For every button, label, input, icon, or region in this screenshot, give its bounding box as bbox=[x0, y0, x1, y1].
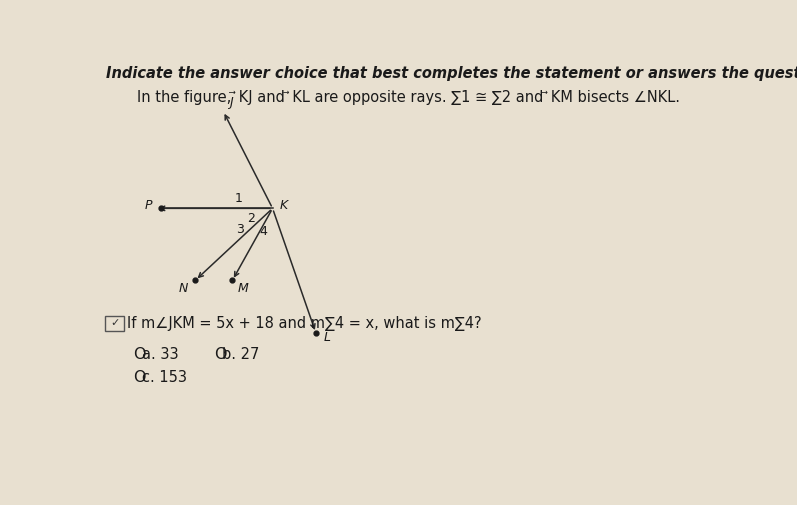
Text: Indicate the answer choice that best completes the statement or answers the ques: Indicate the answer choice that best com… bbox=[106, 67, 797, 81]
Text: b. 27: b. 27 bbox=[222, 346, 259, 362]
Text: 4: 4 bbox=[259, 225, 267, 238]
Text: P: P bbox=[144, 199, 152, 212]
Text: 1: 1 bbox=[234, 192, 242, 205]
Text: N: N bbox=[179, 282, 188, 295]
Text: ✓: ✓ bbox=[110, 319, 120, 328]
FancyBboxPatch shape bbox=[105, 316, 124, 331]
Text: M: M bbox=[238, 282, 248, 295]
Text: 3: 3 bbox=[237, 223, 245, 236]
Text: J: J bbox=[230, 96, 233, 109]
Text: O: O bbox=[134, 370, 146, 385]
Text: In the figure, ⃗ KJ and ⃗ KL are opposite rays. ∑1 ≅ ∑2 and ⃗ KM bisects ∠NKL.: In the figure, ⃗ KJ and ⃗ KL are opposit… bbox=[137, 90, 680, 105]
Text: c. 153: c. 153 bbox=[142, 370, 186, 385]
Text: O: O bbox=[134, 346, 146, 362]
Text: 2: 2 bbox=[247, 212, 255, 225]
Text: If m∠JKM = 5x + 18 and m∑4 = x, what is m∑4?: If m∠JKM = 5x + 18 and m∑4 = x, what is … bbox=[128, 316, 482, 331]
Text: O: O bbox=[214, 346, 226, 362]
Text: L: L bbox=[324, 331, 330, 344]
Text: a. 33: a. 33 bbox=[142, 346, 179, 362]
Text: K: K bbox=[280, 199, 289, 212]
